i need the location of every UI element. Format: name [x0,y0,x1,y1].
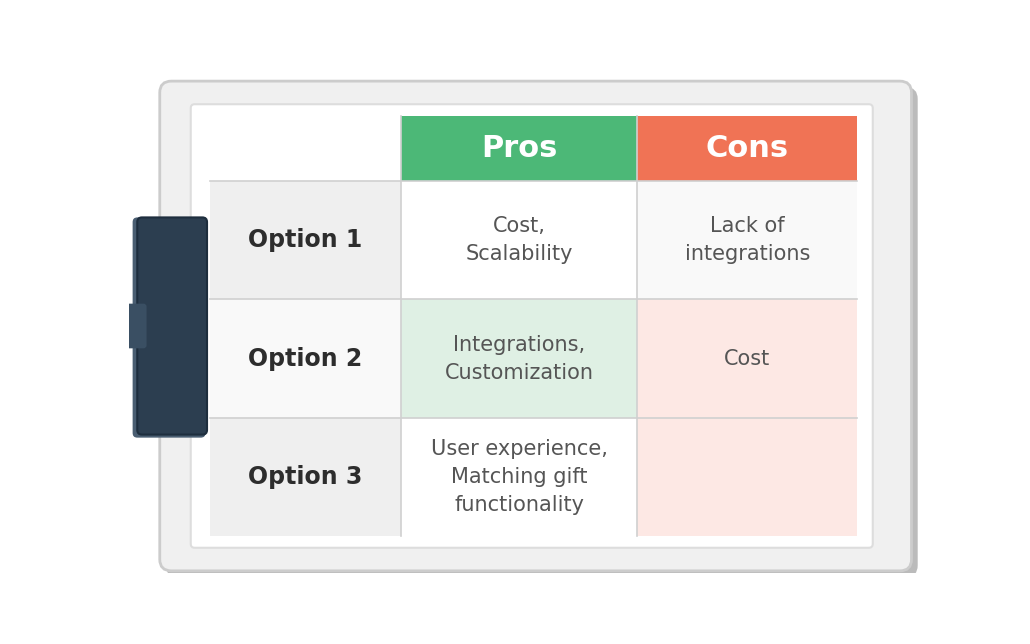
Text: Integrations,
Customization: Integrations, Customization [445,335,593,383]
FancyBboxPatch shape [638,299,857,418]
FancyBboxPatch shape [401,116,638,181]
FancyBboxPatch shape [133,218,205,438]
Text: Cons: Cons [706,134,789,163]
Text: Pros: Pros [481,134,557,163]
Text: User experience,
Matching gift
functionality: User experience, Matching gift functiona… [431,439,608,515]
FancyBboxPatch shape [210,418,401,536]
Text: Lack of
integrations: Lack of integrations [685,216,810,264]
FancyBboxPatch shape [638,116,857,181]
FancyBboxPatch shape [638,181,857,299]
Text: Option 3: Option 3 [248,465,363,489]
FancyBboxPatch shape [638,418,857,536]
FancyBboxPatch shape [401,299,638,418]
FancyBboxPatch shape [882,105,909,547]
FancyBboxPatch shape [191,104,872,548]
FancyBboxPatch shape [401,181,638,299]
FancyBboxPatch shape [401,418,638,536]
Text: Option 1: Option 1 [248,228,363,252]
FancyBboxPatch shape [137,218,207,435]
Text: Cost: Cost [724,348,770,368]
Text: Cost,
Scalability: Cost, Scalability [466,216,573,264]
FancyBboxPatch shape [210,299,401,418]
FancyBboxPatch shape [166,88,918,577]
FancyBboxPatch shape [160,81,912,571]
Text: Option 2: Option 2 [248,346,363,370]
FancyBboxPatch shape [210,181,401,299]
FancyBboxPatch shape [118,304,146,348]
